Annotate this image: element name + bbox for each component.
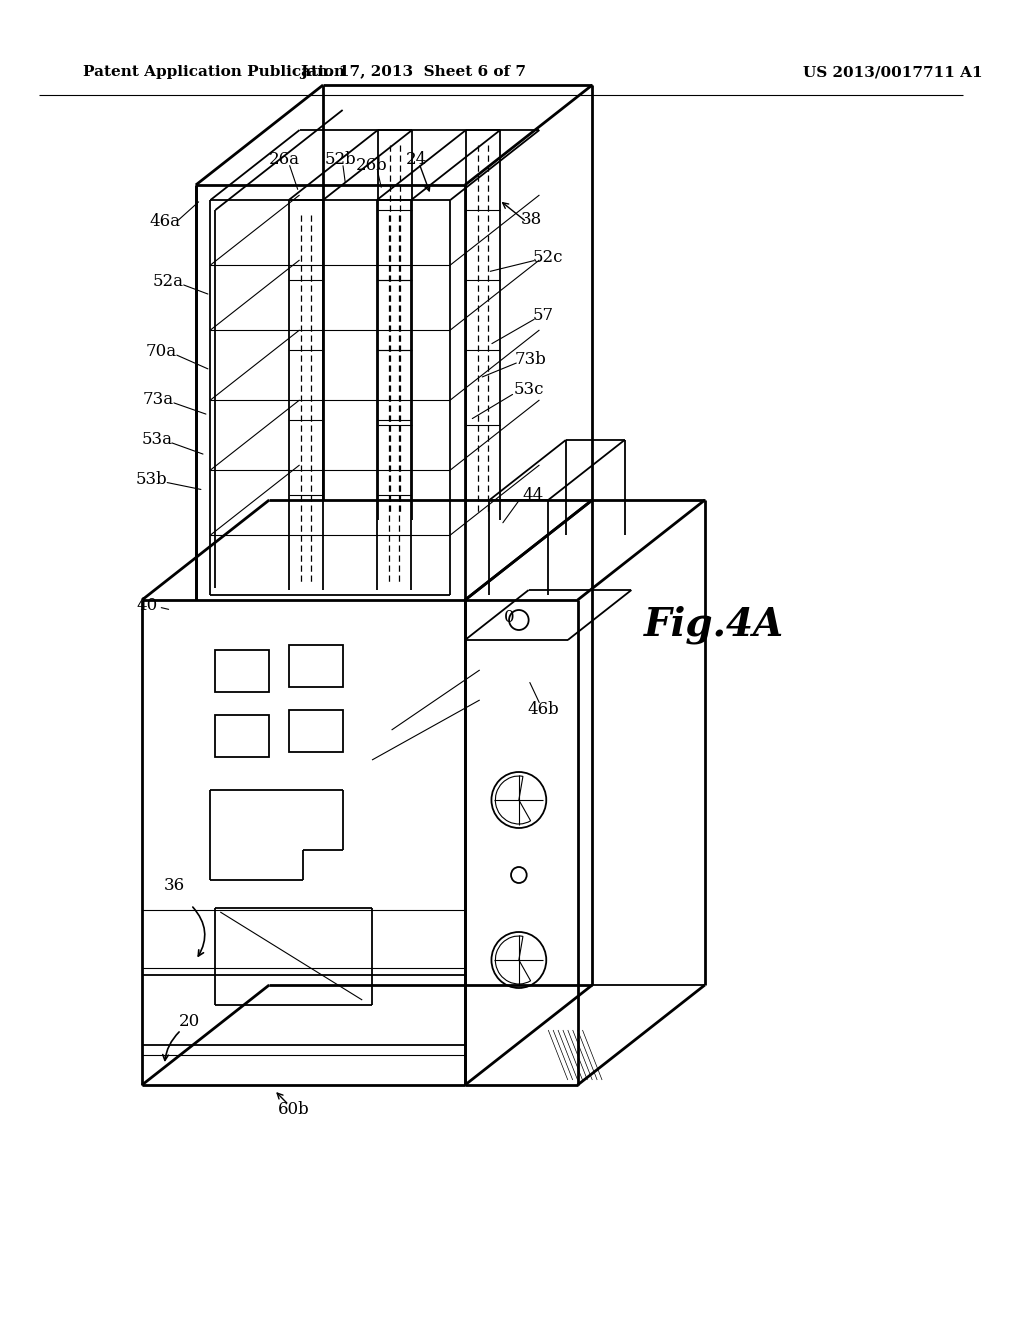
- Bar: [289, 645, 343, 686]
- Text: 36: 36: [164, 876, 184, 894]
- Text: 46b: 46b: [527, 701, 559, 718]
- Text: 60b: 60b: [278, 1101, 309, 1118]
- Text: 26b: 26b: [356, 157, 388, 173]
- Text: 52c: 52c: [532, 249, 563, 267]
- Text: 70a: 70a: [146, 343, 177, 360]
- Text: 53c: 53c: [513, 381, 544, 399]
- Bar: [289, 710, 343, 752]
- Text: 73b: 73b: [515, 351, 547, 368]
- Text: 57: 57: [532, 306, 554, 323]
- Text: Patent Application Publication: Patent Application Publication: [83, 65, 345, 79]
- Bar: [215, 715, 269, 756]
- Text: 38: 38: [521, 211, 543, 228]
- Text: 24: 24: [406, 152, 427, 169]
- Text: 0: 0: [504, 609, 514, 626]
- Text: 53a: 53a: [141, 432, 172, 449]
- Text: US 2013/0017711 A1: US 2013/0017711 A1: [803, 65, 982, 79]
- Text: 40: 40: [136, 597, 158, 614]
- Text: 46a: 46a: [148, 214, 180, 231]
- Text: 26a: 26a: [268, 152, 299, 169]
- Bar: [215, 649, 269, 692]
- Text: Jan. 17, 2013  Sheet 6 of 7: Jan. 17, 2013 Sheet 6 of 7: [300, 65, 526, 79]
- Text: 52a: 52a: [153, 273, 184, 290]
- Text: 44: 44: [523, 487, 544, 503]
- Text: 20: 20: [178, 1014, 200, 1031]
- Text: 73a: 73a: [143, 392, 174, 408]
- Text: Fig.4A: Fig.4A: [644, 606, 784, 644]
- Text: 52b: 52b: [325, 152, 356, 169]
- Text: 53b: 53b: [136, 471, 168, 488]
